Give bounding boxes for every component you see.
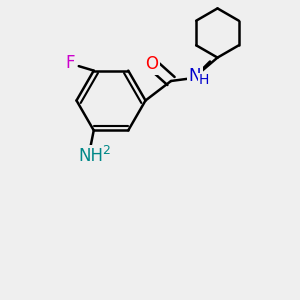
Text: NH: NH (79, 147, 104, 165)
Text: N: N (189, 67, 201, 85)
Text: O: O (146, 55, 159, 73)
Text: H: H (198, 74, 208, 87)
Text: F: F (65, 54, 74, 72)
Text: 2: 2 (102, 144, 110, 158)
